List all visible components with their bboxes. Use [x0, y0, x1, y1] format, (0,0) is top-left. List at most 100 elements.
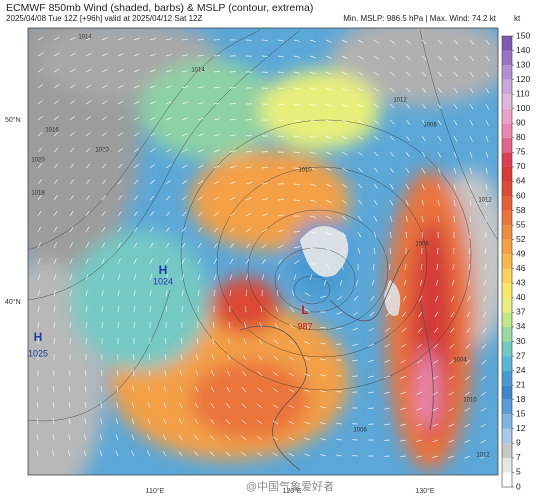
barb — [293, 119, 300, 122]
barb — [468, 263, 471, 270]
barb — [437, 167, 441, 174]
colorbar-segment — [502, 385, 512, 400]
barb — [341, 135, 348, 140]
barb — [405, 183, 410, 190]
barb — [304, 421, 311, 425]
barb — [288, 437, 295, 441]
barb — [421, 55, 427, 61]
barb — [453, 151, 457, 158]
barb — [273, 355, 279, 361]
barb — [293, 246, 300, 249]
barb — [464, 439, 471, 443]
barb — [485, 55, 490, 62]
barb — [149, 179, 155, 185]
barb — [179, 370, 183, 377]
barb — [405, 55, 411, 61]
colorbar-label: 12 — [516, 423, 526, 433]
barb — [197, 196, 204, 201]
barb — [469, 71, 474, 78]
barb — [165, 242, 170, 249]
barb — [433, 343, 439, 349]
barb — [421, 39, 427, 45]
barb — [389, 119, 395, 125]
barb — [241, 451, 247, 457]
barb — [469, 55, 474, 62]
barb — [181, 164, 188, 169]
barb — [147, 418, 151, 425]
barb — [257, 371, 263, 377]
barb — [437, 215, 440, 222]
barb — [179, 386, 183, 393]
barb — [165, 132, 172, 137]
colorbar-label: 30 — [516, 336, 526, 346]
barb — [195, 386, 199, 393]
coastlines — [239, 249, 434, 471]
barb — [195, 370, 199, 377]
barb — [212, 338, 215, 345]
colorbar-label: 40 — [516, 292, 526, 302]
barb — [293, 103, 300, 106]
barb — [84, 418, 87, 425]
barb — [341, 263, 344, 270]
barb — [243, 338, 247, 345]
barb — [368, 327, 375, 332]
barb — [453, 71, 458, 77]
colorbar-segment — [502, 239, 512, 255]
barb — [229, 165, 236, 169]
barb — [101, 132, 107, 137]
colorbar-label: 64 — [516, 176, 526, 186]
barb — [277, 87, 284, 90]
barb — [309, 103, 316, 107]
barb — [149, 306, 152, 313]
isobar-label: 1014 — [191, 68, 205, 74]
colorbar-label: 21 — [516, 379, 526, 389]
barb — [117, 69, 124, 73]
barb — [335, 391, 343, 393]
barb — [405, 199, 409, 206]
barb — [101, 163, 107, 169]
colorbar-segment — [502, 108, 512, 124]
barb — [213, 133, 220, 137]
barb — [304, 325, 311, 329]
barb — [131, 402, 135, 409]
barb — [368, 391, 375, 394]
barb — [357, 231, 362, 238]
barb — [325, 151, 332, 155]
barb — [165, 226, 170, 233]
colorbar-label: 130 — [516, 59, 530, 69]
barb — [261, 182, 268, 185]
barb — [181, 117, 188, 121]
colorbar-segment — [502, 457, 512, 473]
barb — [228, 322, 231, 329]
barb — [52, 434, 55, 441]
barb — [309, 199, 316, 202]
barb — [405, 71, 411, 77]
barb — [37, 52, 44, 57]
barb — [293, 39, 300, 42]
barb — [389, 215, 393, 222]
barb — [196, 338, 199, 345]
colorbar-label: 34 — [516, 321, 526, 331]
barb — [165, 164, 172, 169]
barb — [149, 101, 156, 105]
barb — [148, 354, 151, 361]
colorbar-segment — [502, 326, 512, 342]
barb — [320, 438, 327, 441]
barb — [197, 227, 203, 233]
barb — [213, 180, 220, 185]
barb — [227, 354, 231, 361]
barb — [293, 87, 300, 90]
wind-shading — [28, 28, 498, 475]
barb — [212, 321, 215, 329]
barb — [117, 84, 124, 89]
barb — [133, 69, 140, 73]
barb — [261, 39, 269, 42]
barb — [69, 242, 73, 249]
barb — [133, 53, 140, 57]
colorbar-label: 49 — [516, 248, 526, 258]
barb — [197, 180, 204, 185]
barb — [373, 119, 379, 125]
barb — [466, 327, 471, 334]
barb — [213, 227, 219, 233]
barb — [53, 337, 55, 345]
